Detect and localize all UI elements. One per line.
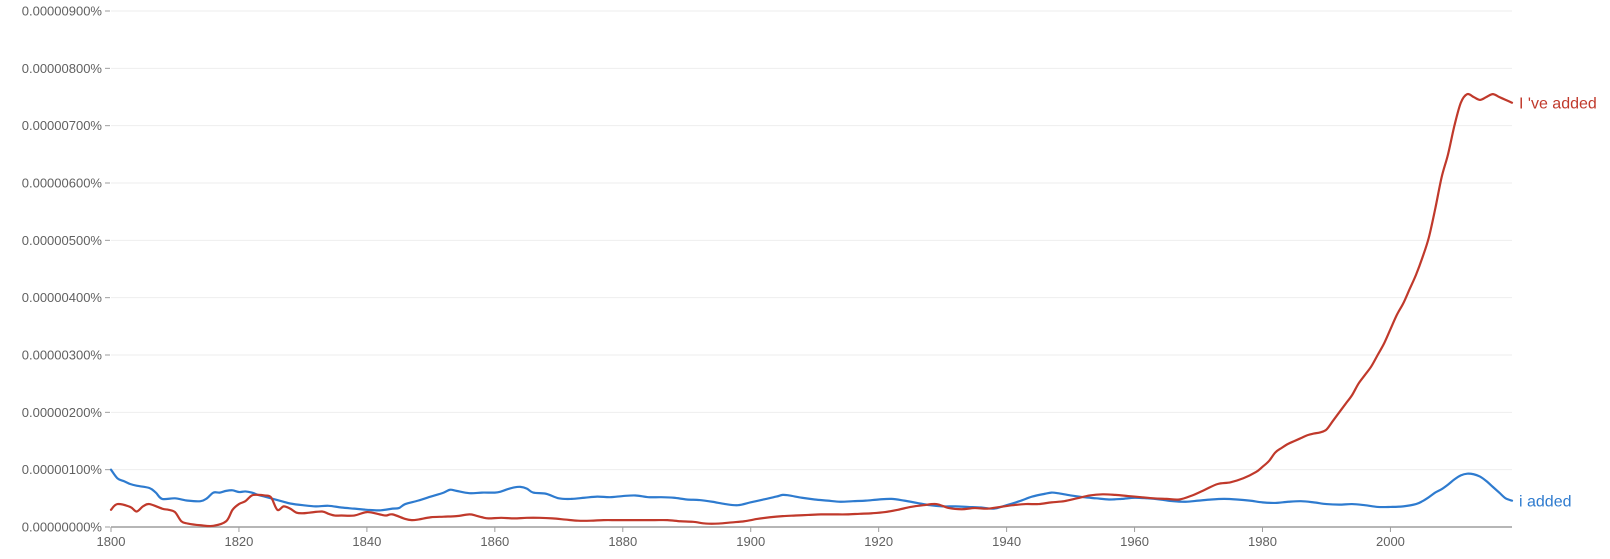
y-tick-label-3: 0.00000300% <box>22 348 103 363</box>
y-tick-label-1: 0.00000100% <box>22 462 103 477</box>
y-tick-label-9: 0.00000900% <box>22 4 103 19</box>
x-tick-label-8: 1960 <box>1120 534 1149 549</box>
series-label-1[interactable]: i added <box>1519 494 1572 511</box>
series-layer <box>109 92 1514 528</box>
y-tick-label-7: 0.00000700% <box>22 118 103 133</box>
y-tick-label-5: 0.00000500% <box>22 233 103 248</box>
y-tick-label-6: 0.00000600% <box>22 176 103 191</box>
x-tick-label-4: 1880 <box>608 534 637 549</box>
series-0 <box>109 92 1514 528</box>
x-tick-label-9: 1980 <box>1248 534 1277 549</box>
y-tick-label-4: 0.00000400% <box>22 290 103 305</box>
x-tick-label-1: 1820 <box>224 534 253 549</box>
x-tick-label-6: 1920 <box>864 534 893 549</box>
grid-layer <box>111 10 1512 471</box>
series-label-0[interactable]: I 've added <box>1519 96 1597 113</box>
x-tick-label-2: 1840 <box>352 534 381 549</box>
series-1 <box>109 468 1514 512</box>
y-tick-label-2: 0.00000200% <box>22 405 103 420</box>
series-line-1[interactable] <box>109 468 1514 512</box>
y-tick-label-0: 0.00000000% <box>22 520 103 535</box>
series-label-layer: i added I 've added <box>1519 96 1597 511</box>
x-tick-label-0: 1800 <box>97 534 126 549</box>
x-tick-label-5: 1900 <box>736 534 765 549</box>
axis-layer: 0.00000000% 0.00000100% 0.00000200% 0.00000… <box>22 4 1512 549</box>
x-tick-label-10: 2000 <box>1376 534 1405 549</box>
series-line-0[interactable] <box>109 92 1514 528</box>
y-tick-label-8: 0.00000800% <box>22 61 103 76</box>
x-tick-label-7: 1940 <box>992 534 1021 549</box>
x-tick-label-3: 1860 <box>480 534 509 549</box>
